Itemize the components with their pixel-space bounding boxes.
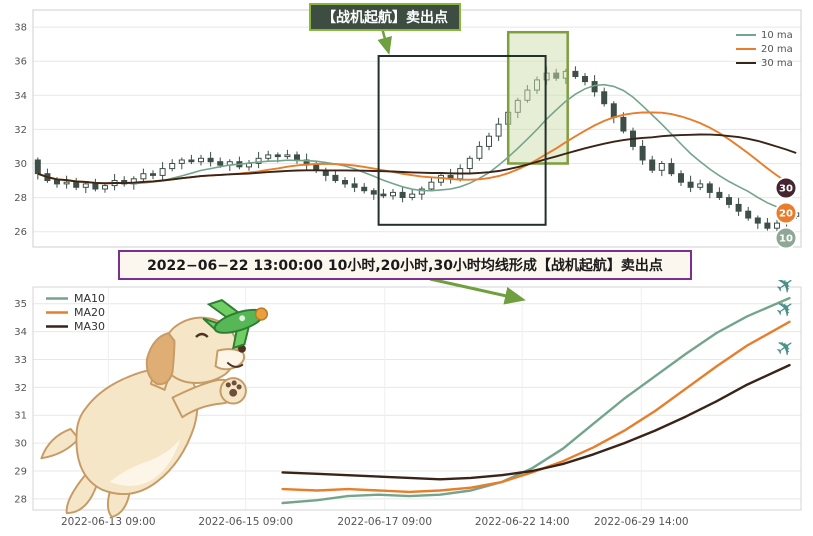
svg-text:10: 10 (779, 234, 793, 245)
svg-text:2022-06-13 09:00: 2022-06-13 09:00 (61, 516, 156, 528)
ma10-line (281, 296, 791, 505)
svg-text:28: 28 (14, 193, 27, 204)
ma30-line (281, 363, 791, 481)
dog-body (40, 316, 247, 519)
ma10-line (37, 83, 797, 214)
green-highlight-box (506, 30, 569, 165)
svg-text:2022-06-15 09:00: 2022-06-15 09:00 (198, 516, 293, 528)
svg-text:30: 30 (14, 159, 27, 170)
svg-text:2022-06-22 14:00: 2022-06-22 14:00 (475, 516, 570, 528)
paw-pads (225, 380, 242, 397)
svg-text:20: 20 (779, 209, 793, 220)
svg-text:33: 33 (14, 355, 27, 366)
svg-text:MA20: MA20 (74, 306, 105, 319)
svg-text:✈: ✈ (771, 294, 800, 325)
svg-text:2022-06-17 09:00: 2022-06-17 09:00 (337, 516, 432, 528)
svg-text:30: 30 (779, 184, 793, 195)
svg-text:20 ma: 20 ma (761, 44, 793, 55)
legend: 10 ma 20 ma 30 ma (736, 30, 793, 69)
svg-text:30: 30 (14, 439, 27, 450)
plane-icons: ✈✈✈ (771, 270, 800, 364)
svg-text:MA10: MA10 (74, 292, 105, 305)
svg-text:2022-06-29 14:00: 2022-06-29 14:00 (594, 516, 689, 528)
svg-text:34: 34 (14, 91, 27, 102)
svg-text:32: 32 (14, 125, 27, 136)
ma30-line (37, 133, 797, 185)
y-axis-labels: 28 29 30 31 32 33 34 35 (14, 299, 27, 505)
x-axis-labels: 2022-06-13 09:00 2022-06-15 09:00 2022-06-… (61, 516, 689, 528)
gridlines (33, 26, 801, 233)
svg-text:26: 26 (14, 227, 27, 238)
candles (34, 66, 800, 232)
dog-with-toy-plane-sticker (40, 299, 268, 519)
svg-text:31: 31 (14, 411, 27, 422)
svg-text:29: 29 (14, 467, 27, 478)
signal-banner: 2022−06−22 13:00:00 10小时,20小时,30小时均线形成【战… (118, 250, 692, 280)
top-candlestick-chart: 26 28 30 32 34 36 38 10 ma 20 ma 30 ma 30 20 10 (0, 0, 813, 250)
black-highlight-box (377, 55, 547, 226)
svg-text:35: 35 (14, 299, 27, 310)
sell-point-label: 【战机起航】卖出点 (309, 3, 461, 31)
svg-text:30 ma: 30 ma (761, 58, 793, 69)
sell-point-label-text: 【战机起航】卖出点 (322, 10, 448, 26)
y-axis-labels: 26 28 30 32 34 36 38 (14, 23, 27, 239)
svg-text:32: 32 (14, 383, 27, 394)
dog-eye (195, 332, 209, 338)
dog-nose (238, 344, 246, 353)
svg-text:36: 36 (14, 57, 27, 68)
signal-banner-text: 2022−06−22 13:00:00 10小时,20小时,30小时均线形成【战… (147, 258, 663, 274)
svg-text:38: 38 (14, 23, 27, 34)
plot-border (32, 9, 802, 248)
plot-border (32, 286, 802, 511)
svg-text:MA30: MA30 (74, 320, 105, 333)
dog-mouth (226, 361, 244, 368)
svg-text:34: 34 (14, 327, 27, 338)
toy-plane-icon (202, 299, 268, 350)
ma-badges: 30 20 10 (774, 176, 798, 250)
svg-text:28: 28 (14, 494, 27, 505)
ma20-line (281, 320, 791, 494)
svg-text:10 ma: 10 ma (761, 30, 793, 41)
